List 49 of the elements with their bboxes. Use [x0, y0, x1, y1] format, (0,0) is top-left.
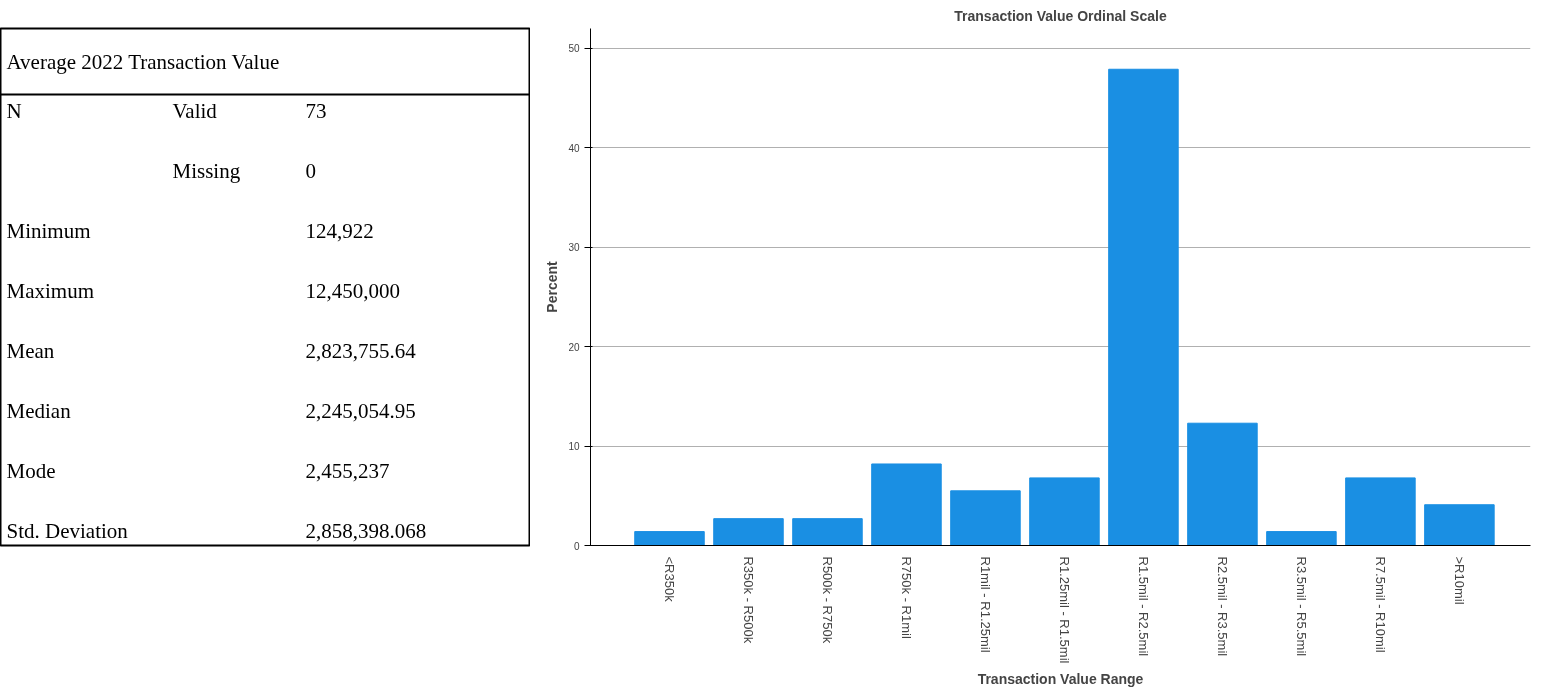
- bar: [1029, 477, 1100, 546]
- y-tick-label: 40: [568, 142, 580, 154]
- bar: [1424, 504, 1495, 546]
- y-tick-label: 10: [568, 441, 580, 453]
- bar: [1108, 68, 1179, 546]
- y-axis-title: Percent: [544, 260, 561, 313]
- text: Valid: [172, 98, 218, 123]
- x-tick-label: <R350k: [661, 556, 677, 603]
- x-tick-label: R7.5mil - R10mil: [1372, 556, 1388, 653]
- bar: [950, 490, 1021, 546]
- x-axis-title: Transaction Value Range: [977, 671, 1144, 688]
- category-label: 12,450,000: [305, 278, 400, 303]
- bar: [792, 518, 863, 546]
- x-tick-label: R1mil - R1.25mil: [977, 556, 993, 653]
- bar: [1345, 477, 1416, 546]
- category-label: 73: [305, 98, 327, 123]
- category-label: Minimum: [6, 218, 91, 243]
- category-label: N: [6, 98, 22, 123]
- category-label: 2,245,054.95: [305, 398, 416, 423]
- category-label: Maximum: [6, 278, 94, 303]
- bar: [1187, 422, 1258, 546]
- y-tick-label: 50: [568, 43, 580, 55]
- x-tick-label: R3.5mil - R5.5mil: [1293, 556, 1309, 657]
- x-tick-label: R350k - R500k: [740, 556, 756, 644]
- category-label: 2,455,237: [305, 458, 390, 483]
- x-tick-label: R1.5mil - R2.5mil: [1135, 556, 1151, 657]
- category-label: Median: [6, 398, 71, 423]
- category-label: Mode: [6, 458, 56, 483]
- y-tick-label: 30: [568, 242, 580, 254]
- y-tick-label: 20: [568, 341, 580, 353]
- text: Average 2022 Transaction Value: [6, 50, 280, 75]
- x-tick-label: R500k - R750k: [819, 556, 835, 644]
- chart-title: Transaction Value Ordinal Scale: [954, 7, 1167, 24]
- category-label: 0: [305, 158, 316, 183]
- category-label: 2,858,398.068: [305, 518, 427, 543]
- bar: [634, 531, 705, 546]
- x-tick-label: >R10mil: [1451, 556, 1467, 605]
- text: Missing: [172, 158, 241, 183]
- bar: [1266, 531, 1337, 546]
- x-tick-label: R750k - R1mil: [898, 556, 914, 639]
- x-tick-label: R2.5mil - R3.5mil: [1214, 556, 1230, 657]
- category-label: 2,823,755.64: [305, 338, 416, 363]
- y-tick-label: 0: [573, 540, 580, 552]
- category-label: Std. Deviation: [6, 518, 128, 543]
- bar: [713, 518, 784, 546]
- bar: [871, 463, 942, 546]
- x-tick-label: R1.25mil - R1.5mil: [1056, 556, 1072, 664]
- category-label: Mean: [6, 338, 55, 363]
- category-label: 124,922: [305, 218, 374, 243]
